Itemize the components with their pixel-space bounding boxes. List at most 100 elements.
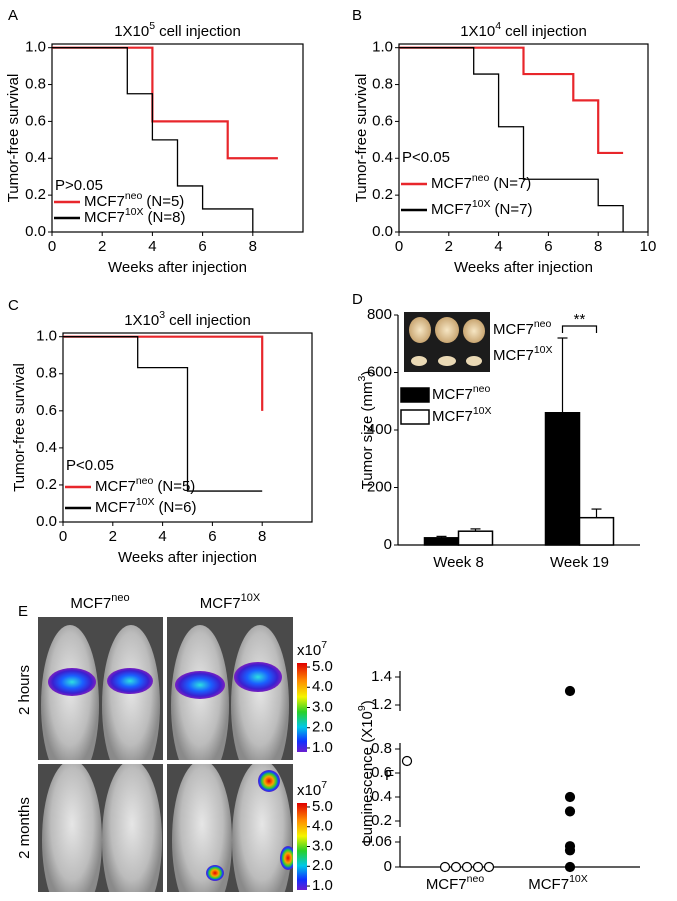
x-tick-label: 0 <box>395 238 403 255</box>
y-tick-label: 0.0 <box>372 223 393 240</box>
y-tick-label: 0.4 <box>25 149 46 166</box>
y-tick-label: 200 <box>367 478 392 495</box>
y-tick-label: 1.0 <box>36 328 57 345</box>
legend-label-part: neo <box>472 172 490 184</box>
mouse-image <box>38 617 163 760</box>
row-label: 2 months <box>16 797 33 859</box>
y-tick-label: 0.0 <box>36 513 57 530</box>
legend-label-part: 10X <box>472 198 491 210</box>
y-axis-label-part: 9 <box>356 705 368 711</box>
inset-label-part: 10X <box>534 344 553 356</box>
legend-label-part: MCF7 <box>95 499 136 516</box>
colorbar-unit-part: 7 <box>321 779 327 791</box>
y-tick-label: 0.06 <box>363 833 392 850</box>
panel-letter: B <box>352 7 362 24</box>
chart-title-part: 5 <box>149 20 155 32</box>
x-tick-label: 2 <box>445 238 453 255</box>
tumor-photo <box>404 312 490 372</box>
annotation: P<0.05 <box>402 149 450 166</box>
colorbar-label: 4.0 <box>312 818 333 835</box>
panel-letter: F <box>385 767 394 784</box>
plot-frame <box>62 332 313 523</box>
legend-label-part: MCF7 <box>432 408 473 425</box>
data-point <box>564 685 576 697</box>
chart-title-part: 1X10 <box>114 23 149 40</box>
colorbar <box>297 663 307 752</box>
chart-title-part: 1X10 <box>124 312 159 329</box>
bar <box>423 537 460 546</box>
y-axis-label: Tumor size (mm3) <box>356 371 376 490</box>
column-label: MCF7neo <box>70 592 129 612</box>
x-tick-label-part: MCF7 <box>426 876 467 893</box>
x-tick-label: 8 <box>258 528 266 545</box>
x-tick-label: Week 8 <box>433 554 484 571</box>
legend-label-part: MCF7 <box>95 478 136 495</box>
y-tick-label: 0.6 <box>25 112 46 129</box>
y-axis-label-part: ) <box>359 700 376 705</box>
colorbar-unit: x107 <box>297 639 327 659</box>
y-tick-label: 0.6 <box>371 764 392 781</box>
significance-bracket <box>561 325 598 333</box>
plot-frame <box>398 43 649 233</box>
legend-label-part: 10X <box>136 496 155 508</box>
data-point <box>461 861 473 873</box>
legend-label-part: (N=5) <box>146 193 184 210</box>
colorbar-label: 4.0 <box>312 678 333 695</box>
x-tick-label-part: MCF7 <box>528 876 569 893</box>
y-tick-label: 0.8 <box>371 740 392 757</box>
y-tick-label: 1.0 <box>372 39 393 56</box>
data-point <box>450 861 462 873</box>
y-tick-label: 1.0 <box>25 39 46 56</box>
plot-frame <box>51 43 304 233</box>
data-point <box>439 861 451 873</box>
x-tick-label: 4 <box>158 528 166 545</box>
y-tick-label: 0 <box>384 858 392 875</box>
legend-label: MCF710X (N=7) <box>431 198 532 218</box>
legend-label-part: (N=5) <box>157 478 195 495</box>
legend-swatch <box>400 409 430 425</box>
x-axis-label: Weeks after injection <box>454 259 593 276</box>
x-tick-label: 4 <box>148 238 156 255</box>
x-tick-label-part: neo <box>467 873 485 885</box>
y-tick-label: 0.8 <box>36 365 57 382</box>
data-point <box>564 806 576 817</box>
legend-label-part: MCF7 <box>431 201 472 218</box>
colorbar-unit-part: x10 <box>297 642 321 659</box>
chart-title-part: cell injection <box>169 312 251 329</box>
colorbar-label: 3.0 <box>312 837 333 854</box>
legend-label: MCF710X <box>432 405 492 425</box>
colorbar <box>297 803 307 890</box>
mouse-image <box>38 764 163 892</box>
y-axis-label-part: 3 <box>356 376 368 382</box>
x-tick-label-part: 10X <box>569 873 588 885</box>
legend-label: MCF7neo (N=5) <box>95 475 195 495</box>
y-tick-label: 0.2 <box>371 812 392 829</box>
colorbar-label: 2.0 <box>312 719 333 736</box>
y-tick-label: 0.0 <box>25 223 46 240</box>
y-axis-label-part: Tumor size (mm <box>359 382 376 490</box>
chart-title-part: 4 <box>495 20 501 32</box>
y-tick-label: 0.2 <box>25 186 46 203</box>
inset-label-part: neo <box>534 318 552 330</box>
bar <box>544 412 581 546</box>
x-tick-label: 0 <box>48 238 56 255</box>
x-tick-label: 0 <box>59 528 67 545</box>
x-tick-label: MCF710X <box>528 873 588 893</box>
inset-label: MCF7neo <box>493 318 552 338</box>
y-tick-label: 400 <box>367 421 392 438</box>
data-point <box>401 755 413 767</box>
data-point <box>472 861 484 873</box>
x-tick-label: Week 19 <box>550 554 609 571</box>
imaging-panel: E MCF7neo MCF710X 2 hours 2 months <box>16 592 293 892</box>
colorbar-unit: x107 <box>297 779 327 799</box>
legend-label: MCF7neo (N=5) <box>84 190 184 210</box>
y-tick-label: 0.2 <box>36 476 57 493</box>
column-label-part: MCF7 <box>70 595 111 612</box>
column-label-part: 10X <box>241 592 261 604</box>
panel-letter: E <box>18 603 28 620</box>
colorbar-label: 1.0 <box>312 877 333 894</box>
x-tick-label: 6 <box>208 528 216 545</box>
column-label-part: neo <box>111 592 129 604</box>
y-tick-label: 1.4 <box>371 668 392 685</box>
survival-line <box>63 335 264 411</box>
